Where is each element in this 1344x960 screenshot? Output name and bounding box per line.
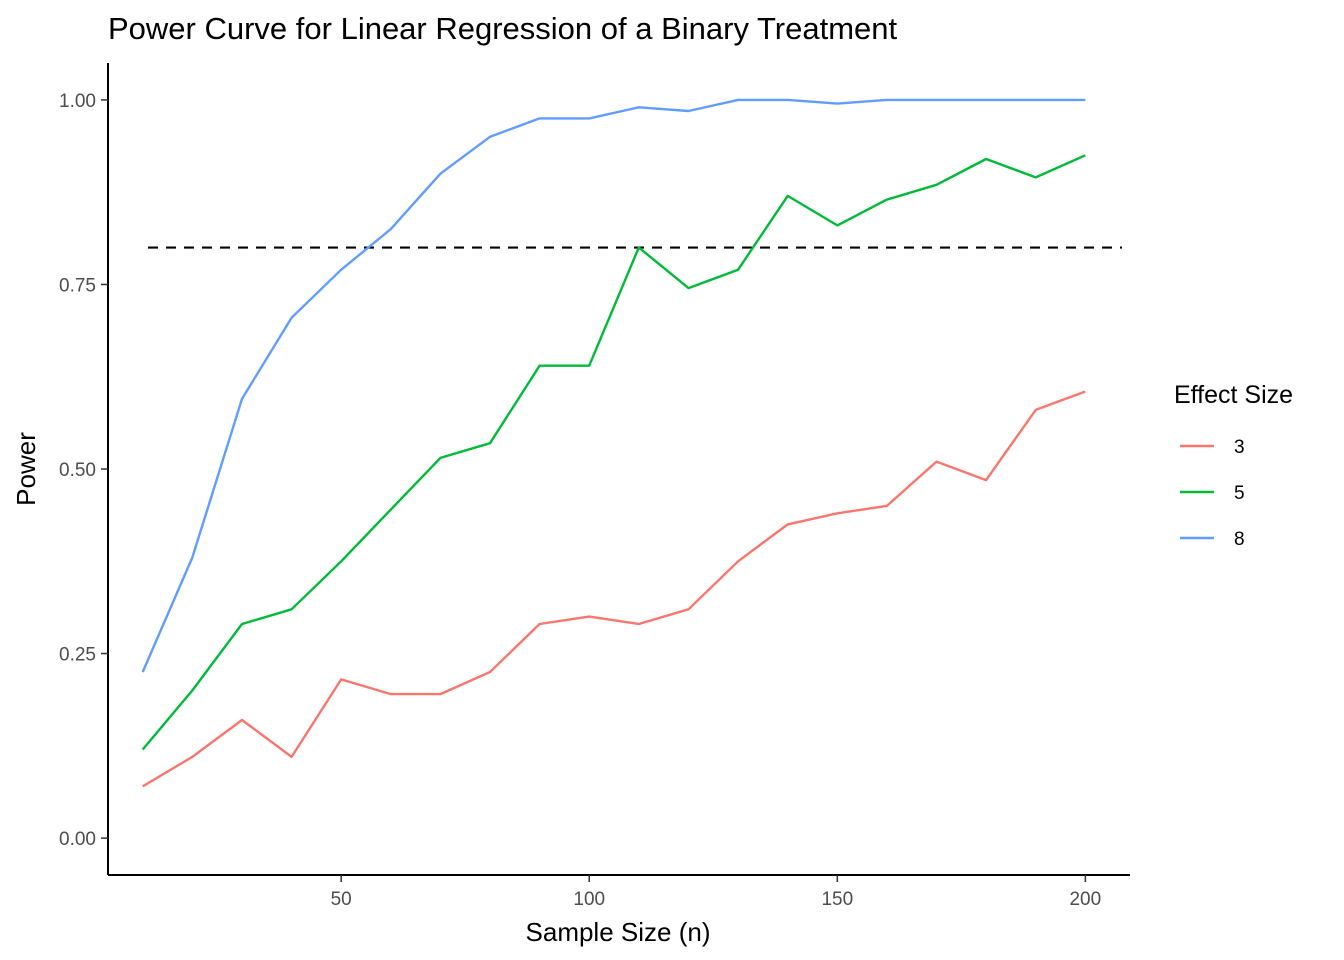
y-tick-label: 1.00 bbox=[59, 91, 96, 112]
x-tick-label: 50 bbox=[331, 889, 352, 910]
y-tick-label: 0.25 bbox=[59, 645, 96, 666]
x-tick-label: 200 bbox=[1069, 889, 1101, 910]
plot-area: 0.00 0.25 0.50 0.75 1.00 50 100 150 200 bbox=[59, 63, 1130, 910]
series-line-effect-8 bbox=[141, 98, 1086, 673]
legend-title: Effect Size bbox=[1174, 381, 1293, 409]
chart-title: Power Curve for Linear Regression of a B… bbox=[108, 11, 898, 46]
x-axis-title: Sample Size (n) bbox=[526, 917, 711, 947]
y-axis-title: Power bbox=[11, 432, 41, 506]
legend-label-3: 3 bbox=[1234, 437, 1245, 458]
legend: Effect Size 3 5 8 bbox=[1174, 381, 1293, 550]
y-tick-label: 0.50 bbox=[59, 460, 96, 481]
series-line-effect-3 bbox=[142, 390, 1086, 788]
x-tick-label: 150 bbox=[821, 889, 853, 910]
legend-label-5: 5 bbox=[1234, 483, 1245, 504]
x-tick-label: 100 bbox=[573, 889, 605, 910]
legend-label-8: 8 bbox=[1234, 529, 1245, 550]
y-tick-label: 0.00 bbox=[59, 829, 96, 850]
series-line-effect-5 bbox=[141, 154, 1086, 751]
y-tick-label: 0.75 bbox=[59, 275, 96, 296]
